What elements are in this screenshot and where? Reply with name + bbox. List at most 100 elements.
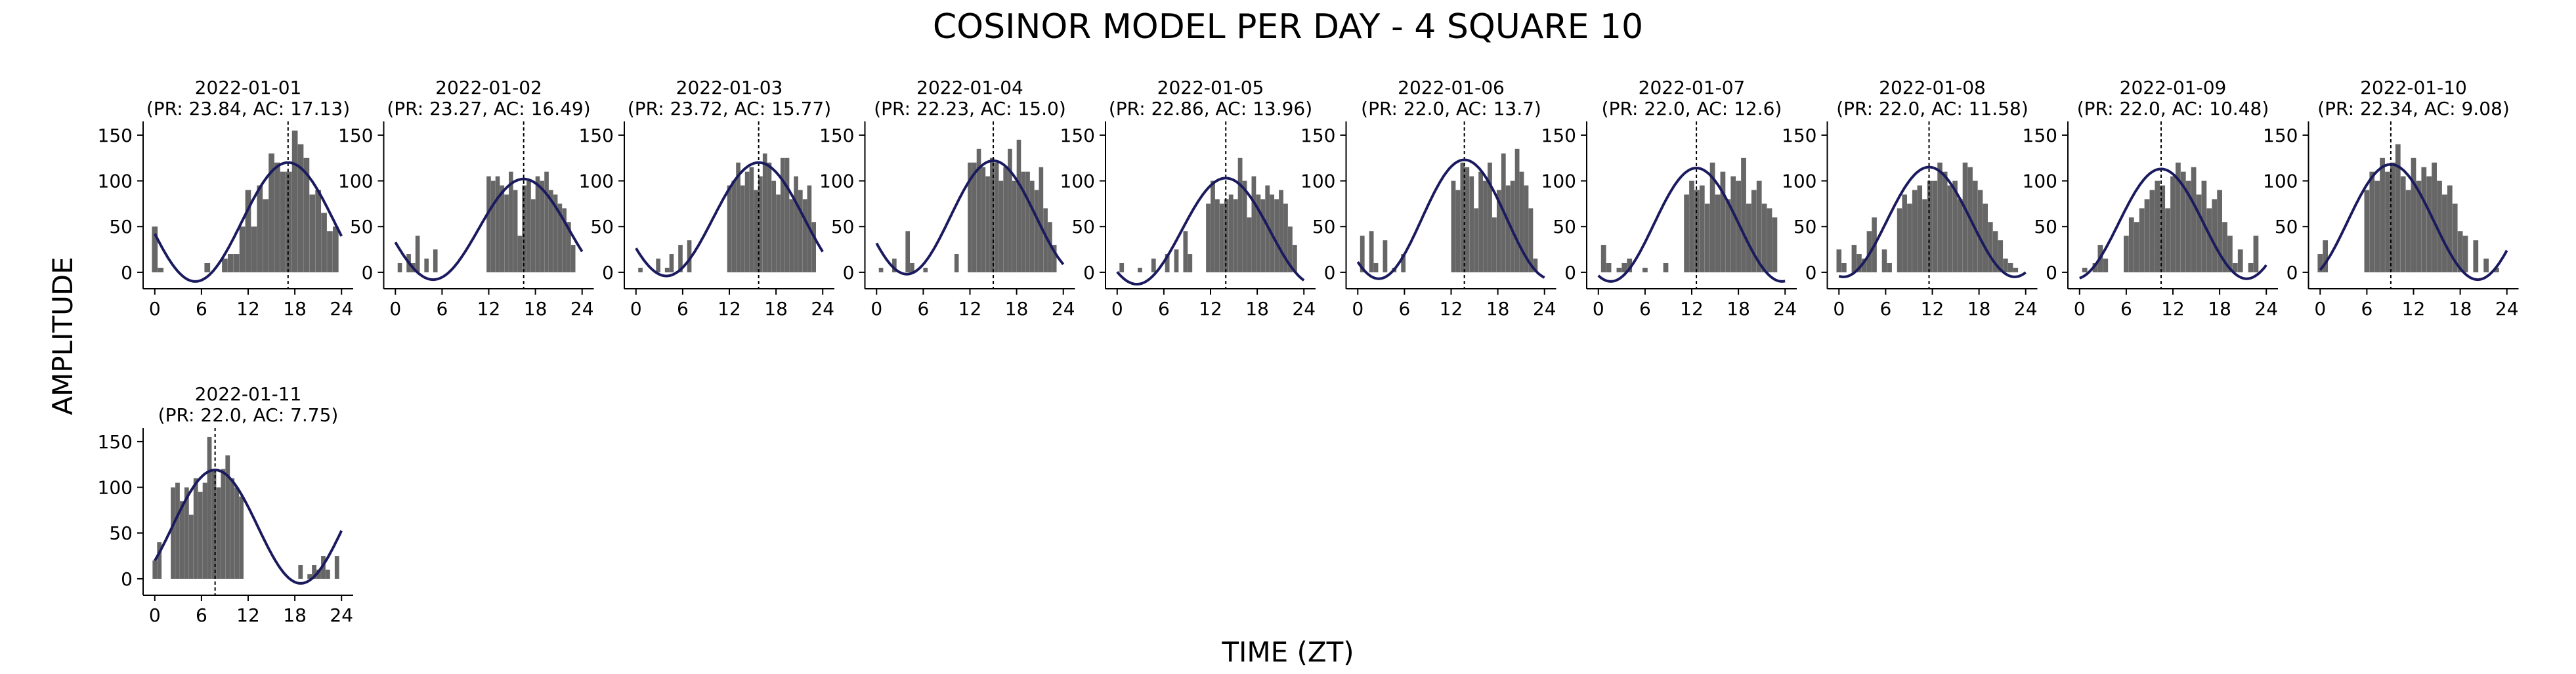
- data-bar: [678, 245, 683, 272]
- data-bar: [509, 171, 513, 272]
- data-bar: [415, 236, 420, 272]
- data-bar: [222, 259, 228, 272]
- y-tick-label: 150: [819, 125, 854, 146]
- data-bar: [1841, 263, 1847, 272]
- data-bar: [233, 254, 240, 272]
- x-tick-label: 12: [718, 298, 741, 320]
- data-bar: [1119, 263, 1125, 272]
- data-bar: [1751, 190, 1757, 272]
- x-tick-label: 0: [870, 298, 882, 320]
- data-bar: [548, 190, 553, 272]
- data-bar: [334, 556, 339, 579]
- data-bar: [1942, 171, 1948, 272]
- data-bar: [1183, 231, 1188, 272]
- data-bar: [309, 194, 316, 272]
- data-bar: [158, 267, 164, 272]
- data-bar: [2473, 240, 2479, 272]
- data-bar: [1260, 199, 1266, 272]
- data-bar: [2494, 267, 2499, 272]
- data-bar: [2442, 194, 2447, 272]
- data-bar: [2426, 176, 2432, 272]
- data-bar: [234, 487, 240, 579]
- data-bar: [535, 176, 540, 272]
- data-bar: [1008, 148, 1012, 272]
- data-bar: [1373, 263, 1379, 272]
- data-bar: [202, 482, 207, 579]
- cosinor-curve: [154, 469, 343, 585]
- data-bar: [2232, 263, 2238, 272]
- day-panel: 2022-01-05(PR: 22.86, AC: 13.96) 0 6 12 18 24…: [1060, 77, 1316, 320]
- data-bar: [2144, 199, 2150, 272]
- data-bar: [1907, 203, 1912, 272]
- x-tick-label: 6: [677, 298, 689, 320]
- x-tick-label: 6: [1398, 298, 1410, 320]
- data-bar: [1881, 249, 1887, 272]
- y-tick-label: 50: [1071, 216, 1095, 238]
- data-bar: [316, 569, 321, 579]
- y-tick-label: 0: [1324, 262, 1336, 284]
- data-bar: [2416, 180, 2422, 272]
- data-bar: [1265, 185, 1270, 272]
- cosinor-curve: [1838, 165, 2027, 278]
- data-bar: [1465, 167, 1470, 272]
- cosinor-curve: [875, 159, 1065, 276]
- day-panel: 2022-01-11(PR: 22.0, AC: 7.75) 0 6 12 18 24 0 5…: [98, 383, 353, 626]
- y-tick-label: 150: [98, 431, 133, 453]
- data-bar: [1992, 231, 1998, 272]
- y-tick-label: 0: [121, 262, 133, 284]
- data-bar: [789, 199, 794, 272]
- y-tick-label: 100: [819, 171, 854, 192]
- data-bar: [2180, 171, 2186, 272]
- data-bar: [1039, 167, 1044, 272]
- data-bar: [2160, 185, 2166, 272]
- data-bar: [544, 171, 549, 272]
- data-bar: [2390, 162, 2395, 272]
- x-tick-label: 24: [1773, 298, 1797, 320]
- data-bar: [2400, 176, 2406, 272]
- data-bar: [754, 190, 758, 272]
- data-bar: [1474, 208, 1479, 272]
- data-bar: [2196, 194, 2202, 272]
- panel-title: 2022-01-04: [916, 77, 1023, 98]
- data-bar: [744, 171, 750, 272]
- data-bar: [298, 565, 303, 579]
- data-bar: [1455, 190, 1461, 272]
- x-tick-label: 18: [1005, 298, 1029, 320]
- data-bar: [2176, 162, 2181, 272]
- panel-subtitle: (PR: 22.0, AC: 10.48): [2077, 98, 2269, 119]
- data-bar: [274, 162, 280, 272]
- data-bar: [731, 180, 737, 272]
- x-tick-label: 0: [1833, 298, 1845, 320]
- data-bar: [1360, 236, 1365, 272]
- data-bar: [1021, 171, 1026, 272]
- day-panel: 2022-01-01(PR: 23.84, AC: 17.13) 0 6 12 18 24…: [98, 77, 353, 320]
- x-tick-label: 0: [630, 298, 642, 320]
- data-bar: [1621, 263, 1627, 272]
- data-bar: [152, 226, 158, 272]
- data-bar: [1902, 194, 1907, 272]
- x-tick-label: 0: [1593, 298, 1604, 320]
- x-tick-label: 18: [2449, 298, 2472, 320]
- panel-subtitle: (PR: 22.86, AC: 13.96): [1109, 98, 1312, 119]
- panel-subtitle: (PR: 23.84, AC: 17.13): [146, 98, 350, 119]
- cosinor-curve: [1116, 177, 1305, 285]
- data-bar: [239, 496, 244, 579]
- y-tick-label: 150: [2263, 125, 2298, 146]
- y-tick-label: 50: [2275, 216, 2298, 238]
- data-bar: [1488, 162, 1492, 272]
- day-panel: 2022-01-09(PR: 22.0, AC: 10.48) 0 6 12 18 24 0…: [2023, 77, 2278, 320]
- data-bar: [307, 574, 312, 579]
- data-bar: [257, 185, 263, 272]
- data-bar: [1174, 249, 1179, 272]
- day-panel: 2022-01-04(PR: 22.23, AC: 15.0) 0 6 12 18 24 0…: [819, 77, 1075, 320]
- x-tick-label: 0: [2074, 298, 2086, 320]
- data-bar: [312, 565, 316, 579]
- data-bar: [239, 226, 246, 272]
- data-bar: [1767, 208, 1772, 272]
- data-bar: [1857, 254, 1862, 272]
- data-bar: [204, 263, 211, 272]
- data-bar: [1715, 194, 1721, 272]
- data-bar: [2124, 236, 2129, 272]
- data-bar: [1237, 158, 1243, 272]
